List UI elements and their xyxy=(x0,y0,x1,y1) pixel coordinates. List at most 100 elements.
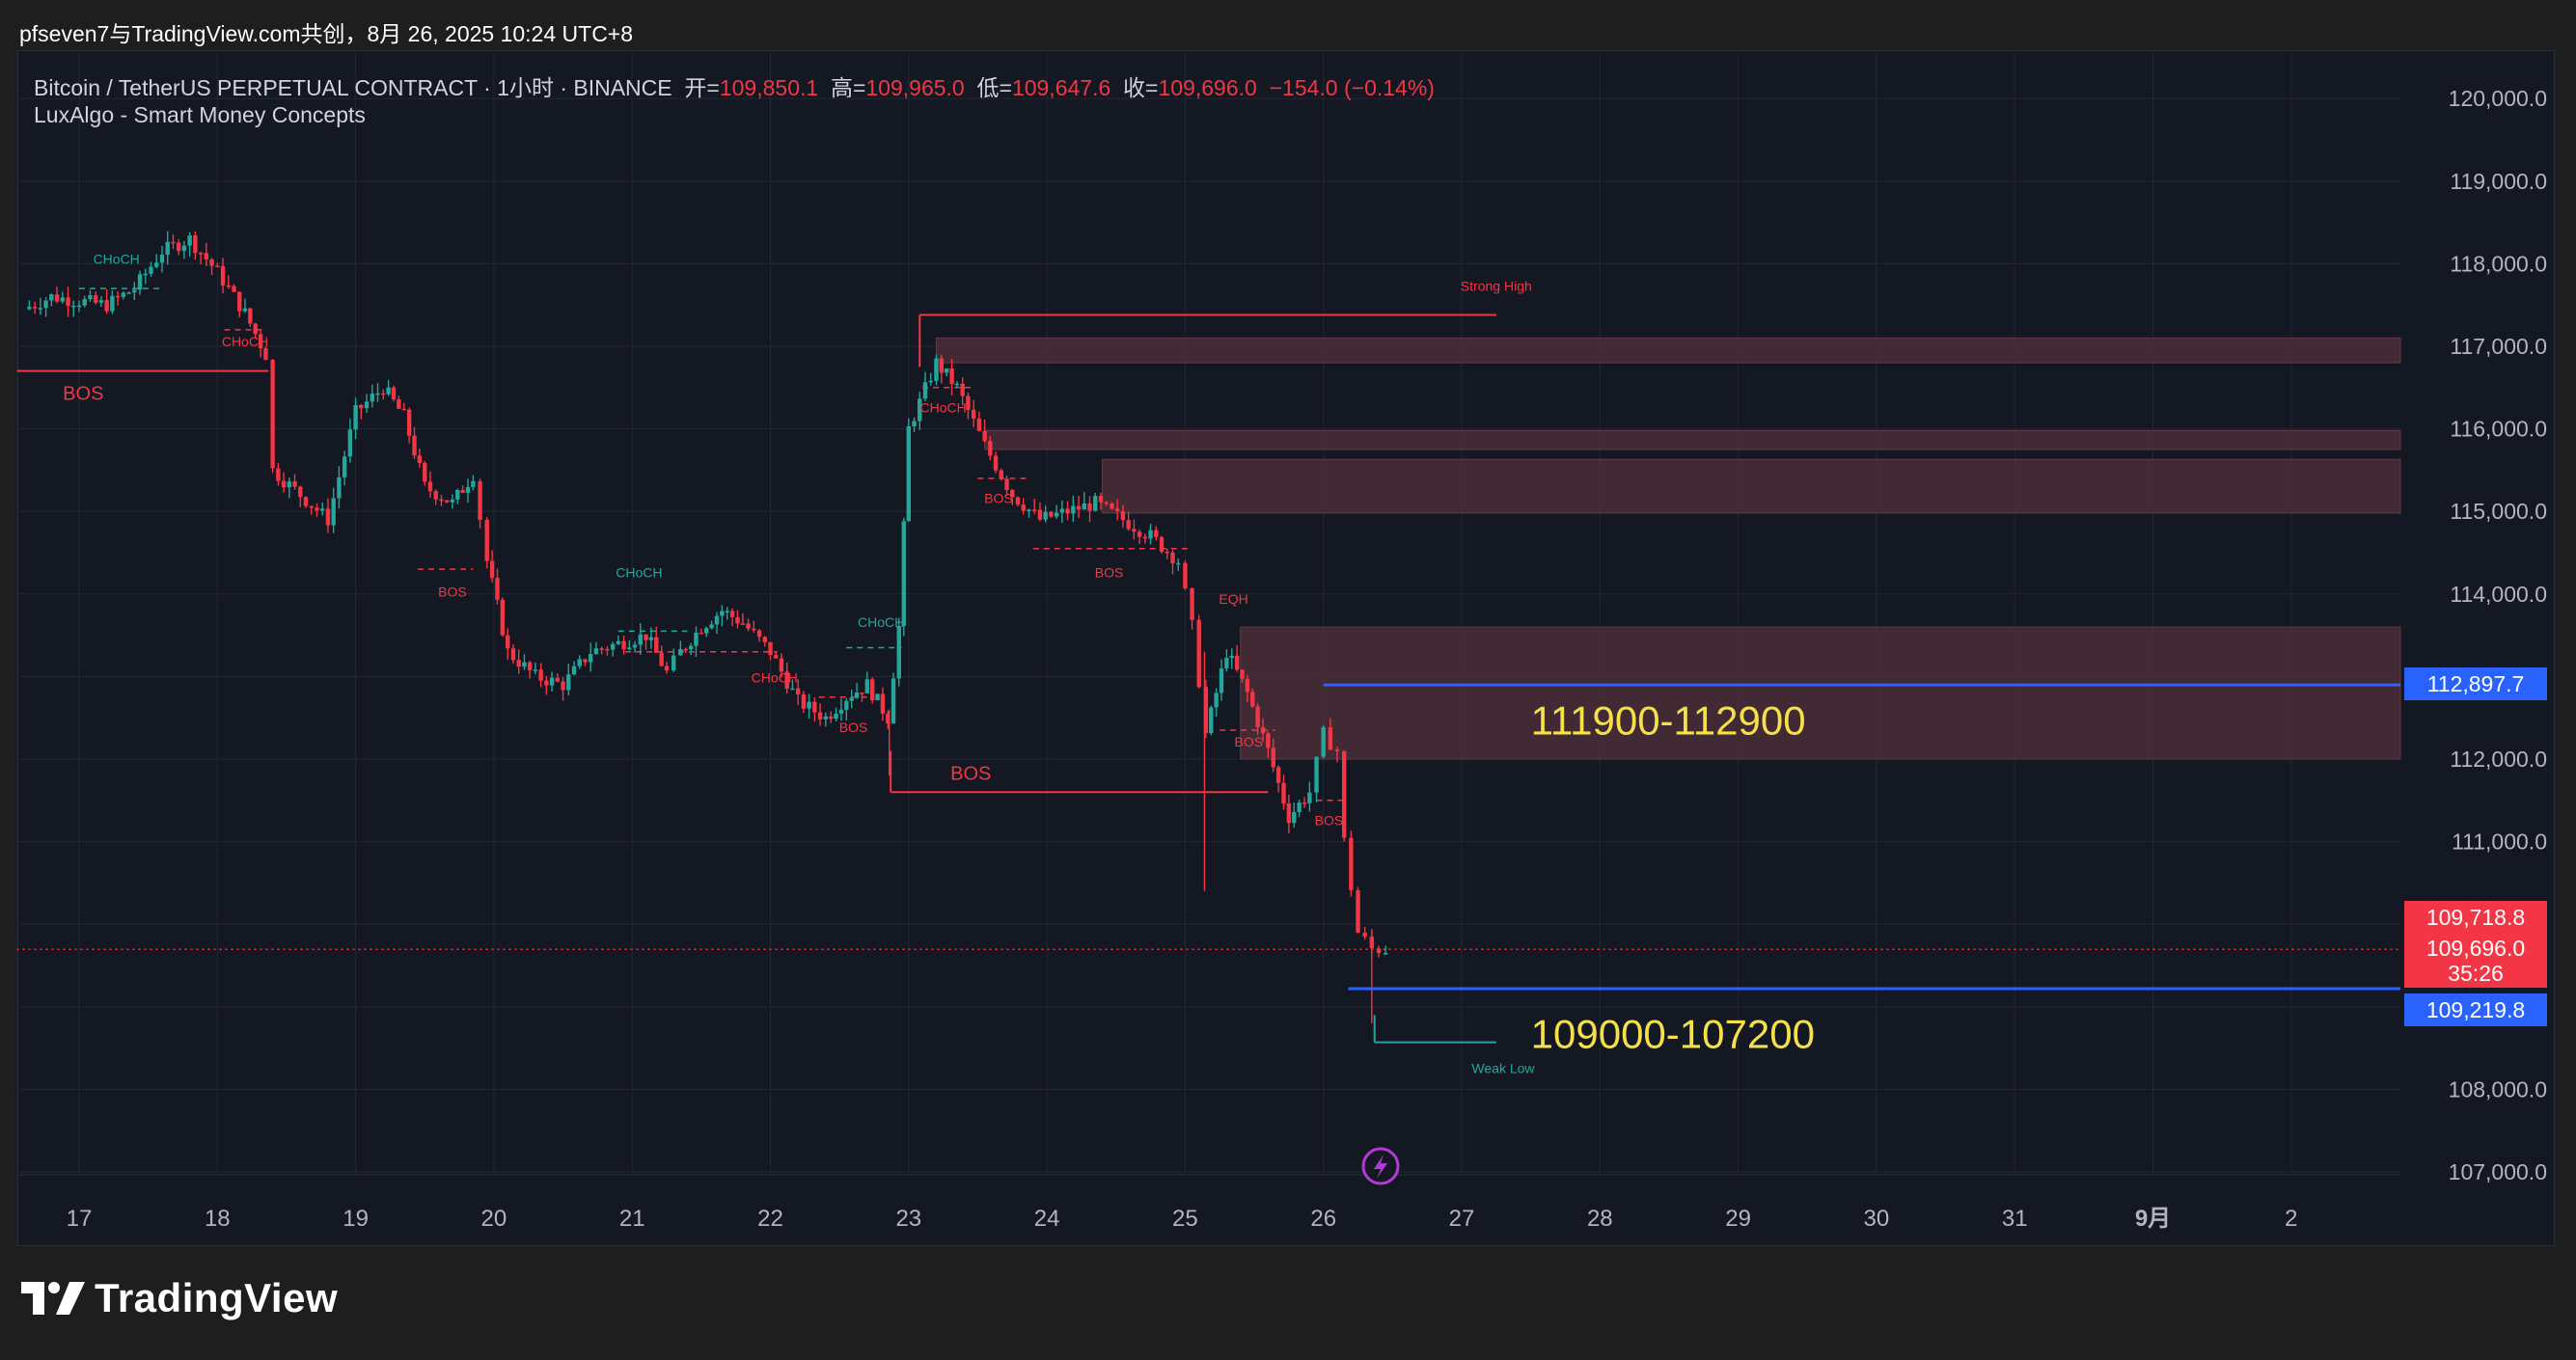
candle-body xyxy=(82,299,87,306)
tradingview-logo[interactable]: TradingView xyxy=(21,1275,338,1321)
candle-body xyxy=(960,383,965,396)
candle-body xyxy=(1148,530,1153,539)
candle-body xyxy=(253,323,258,335)
candle-body xyxy=(465,486,471,493)
candle-body xyxy=(976,418,982,431)
candle-body xyxy=(484,520,489,561)
candle-body xyxy=(828,716,834,720)
candle-body xyxy=(610,643,616,650)
candle-body xyxy=(945,368,949,373)
x-axis-tick-label: 23 xyxy=(895,1206,921,1232)
chart-canvas[interactable]: CHoCH CHoCH BOS BOS CHoCH CHoCH CHoCH BOS CHoCH B… xyxy=(0,0,2576,1254)
structure-label: Weak Low xyxy=(1471,1060,1535,1075)
candle-body xyxy=(864,679,870,694)
zone-annotation: 111900-112900 xyxy=(1531,697,1806,743)
candle-body xyxy=(549,677,555,686)
lightning-bolt-icon xyxy=(1374,1155,1387,1179)
footer xyxy=(0,1246,2576,1360)
candle-body xyxy=(533,669,538,671)
candle-body xyxy=(204,253,209,259)
candle-body xyxy=(838,709,844,714)
order-block-zone xyxy=(935,337,2401,364)
candle-body xyxy=(1356,889,1360,933)
candle-body xyxy=(98,300,104,303)
low-value: 109,647.6 xyxy=(1011,75,1111,100)
candle-body xyxy=(854,692,860,698)
candle-body xyxy=(450,499,455,503)
candle-body xyxy=(325,508,331,526)
y-axis-tick-label: 115,000.0 xyxy=(2450,499,2547,524)
candle-body xyxy=(1126,520,1131,530)
structure-label: CHoCH xyxy=(752,669,798,685)
candle-body xyxy=(137,274,143,290)
structure-label: BOS xyxy=(950,763,991,784)
x-axis-tick-label: 28 xyxy=(1587,1206,1613,1232)
order-block-zone xyxy=(984,429,2401,450)
candle-body xyxy=(1170,552,1175,564)
candle-body xyxy=(1183,562,1188,589)
order-block-zone xyxy=(1101,458,2401,514)
candle-body xyxy=(880,694,886,714)
tradingview-logo-icon xyxy=(21,1282,85,1315)
candle-body xyxy=(918,398,922,422)
y-axis-tick-label: 120,000.0 xyxy=(2449,86,2547,111)
candle-body xyxy=(495,578,500,600)
candle-body xyxy=(1234,655,1240,670)
candle-body xyxy=(1137,531,1142,537)
candle-body xyxy=(439,499,444,502)
candle-body xyxy=(993,455,999,471)
candle-body xyxy=(71,305,76,308)
structure-label: CHoCH xyxy=(94,251,140,266)
candle-body xyxy=(263,348,268,361)
open-label: 开= xyxy=(684,75,720,100)
candle-body xyxy=(593,648,599,655)
candle-body xyxy=(406,409,412,436)
candle-body xyxy=(1266,733,1271,748)
candle-body xyxy=(527,662,533,670)
close-value: 109,696.0 xyxy=(1158,75,1257,100)
structure-label: CHoCH xyxy=(858,614,904,630)
x-axis-tick-label: 25 xyxy=(1172,1206,1198,1232)
candle-body xyxy=(807,701,811,709)
candle-body xyxy=(784,671,789,689)
candle-body xyxy=(1154,530,1159,537)
candle-body xyxy=(1362,932,1367,938)
candle-body xyxy=(1224,657,1229,669)
candle-body xyxy=(331,498,336,526)
candle-body xyxy=(768,641,773,656)
candle-body xyxy=(1255,706,1260,728)
candle-body xyxy=(237,291,242,312)
candle-body xyxy=(709,624,714,629)
candle-body xyxy=(1281,782,1286,804)
symbol-legend[interactable]: Bitcoin / TetherUS PERPETUAL CONTRACT · … xyxy=(34,69,1435,102)
candle-body xyxy=(93,295,98,303)
candle-body xyxy=(577,659,582,666)
candle-body xyxy=(500,599,506,636)
x-axis-tick-label: 24 xyxy=(1034,1206,1060,1232)
symbol-name[interactable]: Bitcoin / TetherUS PERPETUAL CONTRACT · … xyxy=(34,75,672,100)
candle-body xyxy=(1214,693,1219,708)
candle-body xyxy=(725,611,729,612)
candle-body xyxy=(1076,505,1082,510)
candle-body xyxy=(779,658,784,672)
structure-label: BOS xyxy=(839,720,868,735)
candle-body xyxy=(1176,562,1181,565)
candle-body xyxy=(460,489,465,493)
candle-body xyxy=(412,435,417,456)
candle-body xyxy=(1142,536,1148,539)
candle-body xyxy=(309,505,314,508)
x-axis-tick-label: 21 xyxy=(619,1206,645,1232)
candle-body xyxy=(1059,508,1065,513)
structure-label: BOS xyxy=(1095,565,1124,581)
candle-body xyxy=(455,489,460,500)
candle-body xyxy=(1065,508,1070,514)
candle-body xyxy=(571,666,577,675)
candle-body xyxy=(999,470,1004,479)
structure-label: BOS xyxy=(1235,734,1264,749)
price-badge-high: 109,718.8 xyxy=(2404,901,2547,934)
structure-label: CHoCH xyxy=(222,334,268,349)
candle-body xyxy=(1307,792,1312,803)
candle-body xyxy=(510,648,516,661)
candle-body xyxy=(38,308,43,310)
indicator-legend[interactable]: LuxAlgo - Smart Money Concepts xyxy=(34,102,366,127)
